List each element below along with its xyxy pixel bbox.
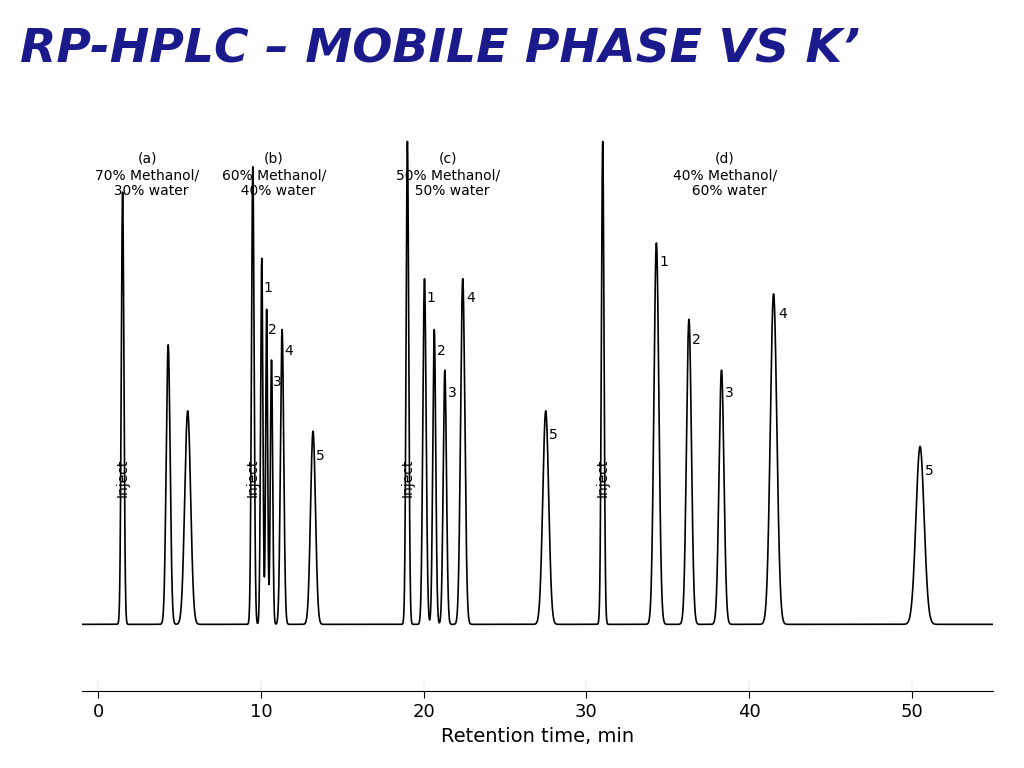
Text: (b)
60% Methanol/
  40% water: (b) 60% Methanol/ 40% water [222, 152, 326, 198]
Text: (a)
70% Methanol/
  30% water: (a) 70% Methanol/ 30% water [95, 152, 199, 198]
Text: Inject: Inject [116, 459, 130, 498]
Text: RP-HPLC – MOBILE PHASE VS K’: RP-HPLC – MOBILE PHASE VS K’ [20, 28, 860, 72]
Text: (c)
50% Methanol/
  50% water: (c) 50% Methanol/ 50% water [396, 152, 500, 198]
Text: 4: 4 [466, 292, 475, 306]
Text: 4: 4 [285, 344, 293, 358]
Text: 2: 2 [692, 333, 701, 347]
Text: 2: 2 [436, 344, 445, 358]
Text: 5: 5 [925, 465, 934, 478]
Text: 1: 1 [427, 292, 436, 306]
Text: 5: 5 [316, 449, 325, 462]
Text: 5: 5 [549, 428, 558, 442]
Text: 3: 3 [273, 376, 282, 389]
Text: (d)
40% Methanol/
  60% water: (d) 40% Methanol/ 60% water [673, 152, 777, 198]
Text: Inject: Inject [596, 459, 609, 498]
Text: 3: 3 [449, 386, 457, 399]
Text: Inject: Inject [400, 459, 415, 498]
Text: 2: 2 [268, 323, 278, 337]
X-axis label: Retention time, min: Retention time, min [441, 727, 634, 746]
Text: 1: 1 [659, 255, 669, 269]
Text: Inject: Inject [246, 459, 260, 498]
Text: 3: 3 [725, 386, 733, 399]
Text: 4: 4 [778, 307, 787, 321]
Text: 1: 1 [263, 281, 272, 295]
